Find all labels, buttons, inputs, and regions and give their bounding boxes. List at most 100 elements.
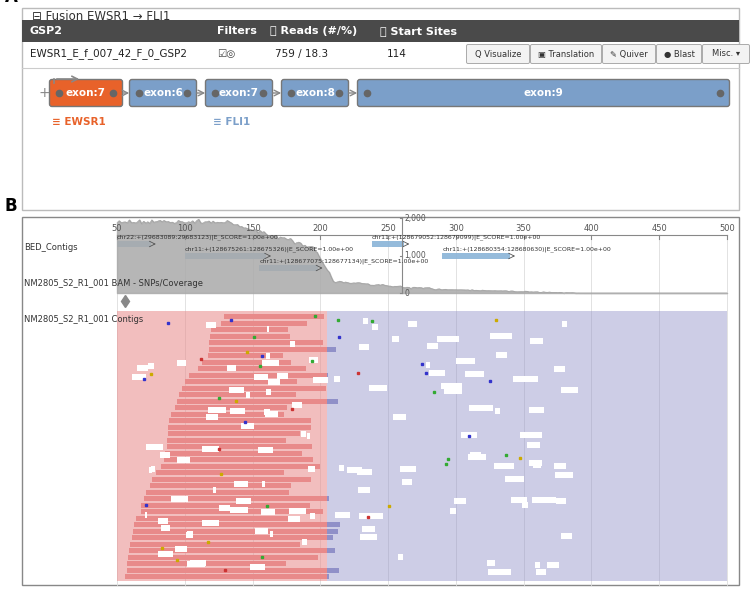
Bar bbox=[488, 569, 511, 575]
Bar bbox=[210, 333, 290, 339]
Bar bbox=[529, 338, 544, 344]
Bar bbox=[514, 375, 538, 382]
Bar bbox=[179, 392, 296, 397]
Bar bbox=[206, 322, 216, 328]
FancyBboxPatch shape bbox=[467, 44, 529, 63]
Bar bbox=[555, 472, 574, 478]
Bar bbox=[529, 460, 542, 467]
FancyBboxPatch shape bbox=[602, 44, 656, 63]
Text: exon:9: exon:9 bbox=[523, 88, 563, 98]
Bar bbox=[372, 324, 378, 330]
Bar bbox=[310, 513, 315, 519]
Bar bbox=[22, 20, 739, 42]
Bar bbox=[520, 432, 542, 438]
Bar bbox=[22, 217, 739, 585]
Text: B: B bbox=[5, 197, 17, 215]
Bar bbox=[327, 398, 337, 403]
Text: Misc. ▾: Misc. ▾ bbox=[712, 49, 740, 59]
Bar bbox=[267, 326, 269, 332]
Bar bbox=[136, 365, 148, 371]
Text: 200: 200 bbox=[312, 224, 328, 233]
Bar bbox=[130, 541, 300, 547]
Text: 450: 450 bbox=[651, 224, 667, 233]
Bar bbox=[208, 353, 282, 358]
Text: 300: 300 bbox=[448, 224, 464, 233]
Text: ☑◎: ☑◎ bbox=[217, 49, 235, 59]
Bar bbox=[468, 454, 486, 460]
Bar bbox=[358, 487, 370, 493]
Bar bbox=[202, 359, 291, 365]
Bar bbox=[145, 512, 148, 518]
Text: ≡ FLI1: ≡ FLI1 bbox=[213, 117, 250, 127]
Text: Q Visualize: Q Visualize bbox=[474, 49, 521, 59]
Text: 400: 400 bbox=[584, 224, 599, 233]
Bar bbox=[211, 327, 288, 332]
Bar bbox=[289, 508, 306, 514]
Bar bbox=[288, 516, 300, 522]
Text: 100: 100 bbox=[177, 224, 193, 233]
Text: 150: 150 bbox=[245, 224, 261, 233]
Text: BED_Contigs: BED_Contigs bbox=[24, 243, 78, 251]
Bar bbox=[490, 333, 512, 339]
Bar bbox=[241, 422, 254, 429]
Bar bbox=[462, 432, 477, 438]
Text: ⓘ Start Sites: ⓘ Start Sites bbox=[380, 26, 457, 36]
Bar bbox=[128, 554, 319, 560]
Bar bbox=[22, 8, 739, 210]
Bar bbox=[127, 561, 286, 566]
Bar bbox=[146, 489, 289, 495]
Bar bbox=[246, 391, 250, 397]
Bar bbox=[360, 534, 376, 540]
Bar bbox=[437, 336, 459, 342]
FancyBboxPatch shape bbox=[657, 44, 702, 63]
Bar bbox=[426, 362, 430, 368]
Bar bbox=[258, 447, 273, 453]
Bar bbox=[151, 466, 155, 472]
Bar bbox=[470, 452, 481, 458]
Bar bbox=[219, 505, 230, 511]
Bar bbox=[117, 241, 151, 247]
Bar bbox=[175, 546, 187, 551]
Bar bbox=[254, 374, 268, 380]
Bar bbox=[408, 321, 417, 327]
Bar bbox=[346, 467, 362, 473]
Bar bbox=[152, 477, 311, 482]
Bar bbox=[157, 551, 172, 557]
Bar bbox=[456, 358, 474, 365]
Bar bbox=[270, 531, 273, 537]
Bar bbox=[266, 388, 271, 394]
Text: ✎ Quiver: ✎ Quiver bbox=[610, 49, 648, 59]
Bar bbox=[363, 318, 368, 324]
Bar bbox=[277, 372, 288, 379]
Bar bbox=[146, 444, 163, 450]
Text: +: + bbox=[38, 86, 50, 100]
Bar bbox=[444, 388, 462, 394]
Text: NM2805_S2_R1_001 Contigs: NM2805_S2_R1_001 Contigs bbox=[24, 315, 143, 324]
Bar bbox=[177, 398, 327, 403]
Bar bbox=[160, 452, 170, 458]
FancyBboxPatch shape bbox=[531, 44, 602, 63]
Bar bbox=[335, 512, 349, 518]
Bar bbox=[127, 568, 327, 572]
Bar bbox=[259, 265, 318, 271]
Bar bbox=[169, 418, 311, 423]
Text: ▣ Translation: ▣ Translation bbox=[538, 49, 594, 59]
Bar bbox=[124, 574, 327, 579]
Bar bbox=[372, 241, 404, 247]
Bar bbox=[187, 531, 193, 537]
Bar bbox=[230, 408, 245, 414]
Bar bbox=[209, 346, 327, 352]
Bar bbox=[176, 457, 190, 463]
Bar bbox=[227, 365, 236, 371]
Bar bbox=[255, 528, 268, 534]
FancyBboxPatch shape bbox=[282, 79, 349, 107]
Bar bbox=[291, 403, 302, 409]
Bar bbox=[393, 413, 407, 420]
Text: A: A bbox=[5, 0, 18, 6]
FancyBboxPatch shape bbox=[206, 79, 273, 107]
Bar bbox=[202, 521, 219, 527]
Bar bbox=[327, 535, 333, 540]
Bar bbox=[171, 496, 188, 502]
Bar bbox=[129, 548, 327, 553]
Bar bbox=[141, 502, 310, 508]
